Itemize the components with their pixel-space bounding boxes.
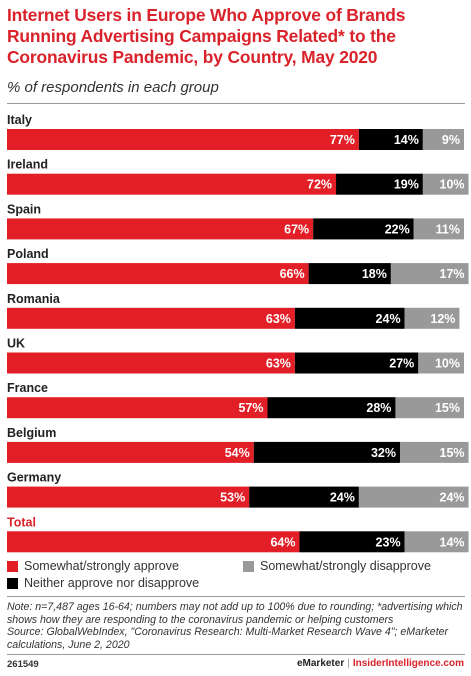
legend-approve: Somewhat/strongly approve	[7, 559, 179, 573]
value-label-spain-somewhat-strongly-disapprove: 11%	[436, 222, 460, 236]
value-label-total-somewhat-strongly-approve: 64%	[270, 535, 295, 549]
category-label-belgium: Belgium	[7, 426, 56, 440]
value-label-uk-somewhat-strongly-disapprove: 10%	[435, 357, 460, 371]
value-label-poland-somewhat-strongly-disapprove: 17%	[440, 267, 465, 281]
brand-insider-intelligence: InsiderIntelligence.com	[352, 658, 464, 669]
bar-italy-somewhat-strongly-disapprove	[422, 129, 464, 150]
bottom-divider	[7, 596, 465, 597]
value-label-italy-somewhat-strongly-approve: 77%	[330, 133, 355, 147]
legend-disapprove: Somewhat/strongly disapprove	[243, 559, 431, 573]
chart-title: Internet Users in Europe Who Approve of …	[7, 5, 406, 67]
source-text: Source: GlobalWebIndex, "Coronavirus Res…	[7, 626, 449, 651]
value-label-italy-somewhat-strongly-disapprove: 9%	[442, 133, 460, 147]
category-label-germany: Germany	[7, 471, 61, 485]
bar-ireland-somewhat-strongly-disapprove	[422, 173, 469, 195]
bar-belgium-somewhat-strongly-disapprove	[400, 441, 469, 463]
value-label-germany-neither-approve-nor-disapprove: 24%	[330, 491, 355, 505]
bar-france-neither-approve-nor-disapprove	[267, 397, 396, 419]
category-label-france: France	[7, 381, 48, 395]
brand-emarketer: eMarketer	[296, 658, 345, 669]
stacked-bar-chart: Italy 77% 14% 9% Ireland 72% 19% 10% Spain 67% 22%…	[7, 113, 469, 553]
bar-uk-neither-approve-nor-disapprove	[294, 352, 419, 374]
bar-total-neither-approve-nor-disapprove	[299, 531, 405, 553]
bar-spain-somewhat-strongly-disapprove	[413, 218, 464, 240]
footer-divider	[7, 654, 465, 655]
legend-label-neither: Neither approve nor disapprove	[24, 576, 200, 590]
bar-france-somewhat-strongly-approve	[7, 397, 268, 419]
value-label-spain-neither-approve-nor-disapprove: 22%	[385, 222, 410, 236]
bar-germany-neither-approve-nor-disapprove	[249, 486, 359, 508]
bar-poland-somewhat-strongly-approve	[7, 263, 309, 285]
footer-brand: eMarketer | InsiderIntelligence.com	[297, 658, 464, 669]
legend-swatch-approve	[7, 560, 18, 572]
value-label-france-neither-approve-nor-disapprove: 28%	[366, 401, 391, 415]
value-label-belgium-somewhat-strongly-approve: 54%	[225, 446, 250, 460]
bar-poland-neither-approve-nor-disapprove	[308, 263, 391, 285]
legend-label-disapprove: Somewhat/strongly disapprove	[260, 559, 431, 573]
value-label-poland-somewhat-strongly-approve: 66%	[280, 267, 305, 281]
bar-uk-somewhat-strongly-approve	[7, 352, 295, 374]
value-label-poland-neither-approve-nor-disapprove: 18%	[362, 267, 387, 281]
value-label-belgium-neither-approve-nor-disapprove: 32%	[371, 446, 396, 460]
value-label-germany-somewhat-strongly-approve: 53%	[220, 491, 245, 505]
footnote: Note: n=7,487 ages 16-64; numbers may no…	[7, 601, 467, 651]
bar-poland-somewhat-strongly-disapprove	[390, 263, 469, 285]
bar-ireland-neither-approve-nor-disapprove	[336, 173, 423, 195]
brand-separator: |	[347, 658, 350, 669]
value-label-italy-neither-approve-nor-disapprove: 14%	[394, 133, 419, 147]
top-divider	[7, 103, 465, 104]
bar-italy-somewhat-strongly-approve	[7, 129, 359, 150]
category-label-poland: Poland	[7, 247, 49, 261]
bar-germany-somewhat-strongly-approve	[7, 486, 250, 508]
category-label-spain: Spain	[7, 202, 41, 216]
bar-ireland-somewhat-strongly-approve	[7, 173, 337, 195]
value-label-ireland-somewhat-strongly-disapprove: 10%	[440, 178, 465, 192]
value-label-france-somewhat-strongly-approve: 57%	[238, 401, 263, 415]
value-label-ireland-neither-approve-nor-disapprove: 19%	[394, 178, 419, 192]
chart-subtitle: % of respondents in each group	[7, 79, 219, 96]
value-label-romania-somewhat-strongly-approve: 63%	[266, 312, 291, 326]
category-label-total: Total	[7, 515, 36, 529]
value-label-germany-somewhat-strongly-disapprove: 24%	[440, 491, 465, 505]
value-label-total-neither-approve-nor-disapprove: 23%	[376, 535, 401, 549]
legend-swatch-neither	[7, 577, 18, 589]
value-label-total-somewhat-strongly-disapprove: 14%	[440, 535, 465, 549]
bar-italy-neither-approve-nor-disapprove	[358, 129, 423, 150]
value-label-romania-neither-approve-nor-disapprove: 24%	[376, 312, 401, 326]
bar-belgium-somewhat-strongly-approve	[7, 441, 254, 463]
value-label-belgium-somewhat-strongly-disapprove: 15%	[440, 446, 465, 460]
value-label-romania-somewhat-strongly-disapprove: 12%	[430, 312, 455, 326]
note-text: Note: n=7,487 ages 16-64; numbers may no…	[7, 601, 463, 626]
bar-romania-somewhat-strongly-disapprove	[404, 307, 460, 329]
bar-belgium-neither-approve-nor-disapprove	[253, 441, 401, 463]
legend-neither: Neither approve nor disapprove	[7, 576, 199, 590]
value-label-spain-somewhat-strongly-approve: 67%	[284, 222, 309, 236]
bar-france-somewhat-strongly-disapprove	[395, 397, 464, 419]
category-label-uk: UK	[7, 337, 25, 351]
value-label-uk-neither-approve-nor-disapprove: 27%	[389, 357, 414, 371]
bar-total-somewhat-strongly-approve	[7, 531, 300, 553]
legend-label-approve: Somewhat/strongly approve	[24, 559, 179, 573]
chart-id: 261549	[7, 659, 39, 670]
value-label-france-somewhat-strongly-disapprove: 15%	[435, 401, 460, 415]
value-label-uk-somewhat-strongly-approve: 63%	[266, 357, 291, 371]
legend-swatch-disapprove	[243, 560, 254, 572]
bar-romania-neither-approve-nor-disapprove	[294, 307, 405, 329]
category-label-romania: Romania	[7, 292, 61, 306]
bar-spain-somewhat-strongly-approve	[7, 218, 314, 240]
bar-total-somewhat-strongly-disapprove	[404, 531, 469, 553]
bar-germany-somewhat-strongly-disapprove	[358, 486, 469, 508]
bar-romania-somewhat-strongly-approve	[7, 307, 295, 329]
bar-spain-neither-approve-nor-disapprove	[313, 218, 414, 240]
category-label-italy: Italy	[7, 113, 32, 127]
value-label-ireland-somewhat-strongly-approve: 72%	[307, 178, 332, 192]
bar-uk-somewhat-strongly-disapprove	[418, 352, 464, 374]
category-label-ireland: Ireland	[7, 158, 48, 172]
